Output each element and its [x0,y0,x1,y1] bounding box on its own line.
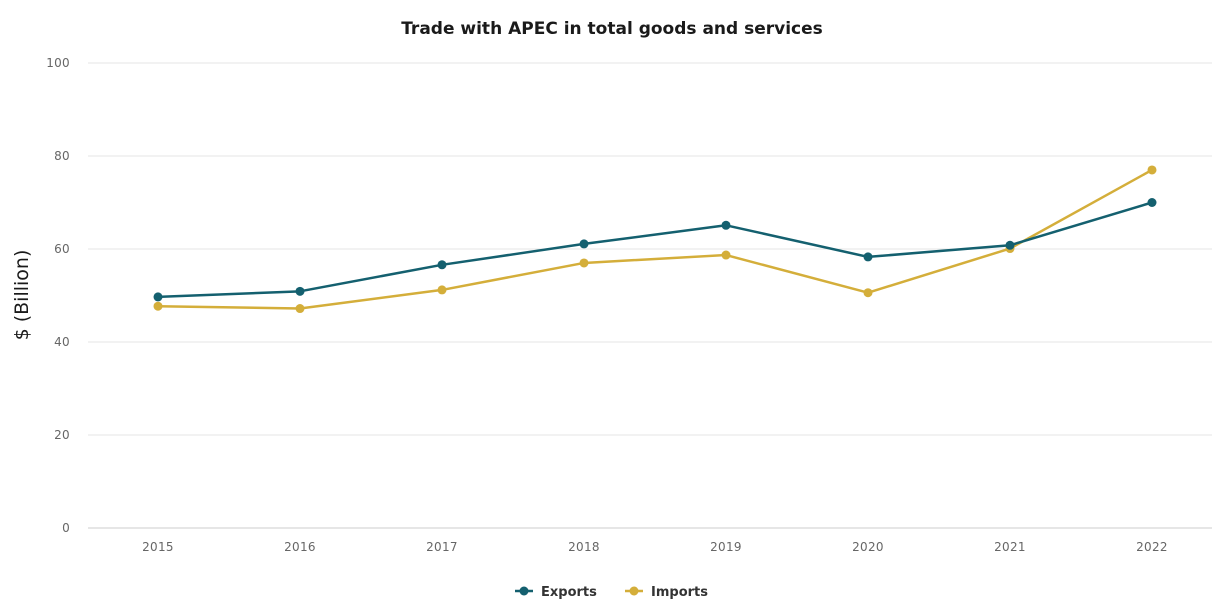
legend-item-imports: Imports [625,585,708,599]
chart-title: Trade with APEC in total goods and servi… [401,19,823,39]
data-point-imports [295,304,305,314]
data-point-exports [1147,198,1157,207]
legend: Exports Imports [515,585,708,599]
x-tick-label: 2021 [994,540,1026,554]
legend-label: Exports [541,585,597,599]
legend-label: Imports [651,585,708,599]
y-tick-label: 20 [54,428,70,442]
legend-item-exports: Exports [515,585,597,599]
data-point-exports [1005,240,1015,250]
x-axis-ticks: 2015 2016 2017 2018 2019 2020 2021 2022 [142,540,1168,554]
data-point-imports [1147,165,1157,175]
series-line-exports [156,201,1154,299]
x-tick-label: 2019 [710,540,742,554]
y-tick-label: 80 [54,149,70,163]
data-point-imports [153,301,163,311]
gridlines [88,62,1212,529]
y-axis-label: $ (Billion) [11,250,33,341]
data-point-exports [721,220,731,230]
series-exports [153,198,1157,302]
x-tick-label: 2022 [1136,540,1168,554]
x-tick-label: 2015 [142,540,174,554]
data-point-imports [437,285,447,295]
data-point-exports [295,286,305,296]
data-point-exports [437,260,447,270]
x-tick-label: 2018 [568,540,600,554]
y-tick-label: 40 [54,335,70,349]
data-point-imports [579,258,589,268]
x-tick-label: 2020 [852,540,884,554]
legend-swatch-marker [629,586,639,596]
data-point-exports [153,292,163,302]
data-point-imports [863,288,873,298]
y-axis-ticks: 0 20 40 60 80 100 [46,56,70,535]
x-tick-label: 2016 [284,540,316,554]
legend-swatch-marker [519,586,529,596]
y-tick-label: 60 [54,242,70,256]
y-tick-label: 0 [62,521,70,535]
data-point-exports [863,252,873,262]
series-line-imports [156,168,1154,310]
series-lines [153,165,1157,314]
y-tick-label: 100 [46,56,70,70]
data-point-imports [721,250,731,260]
data-point-exports [579,239,589,249]
x-tick-label: 2017 [426,540,458,554]
